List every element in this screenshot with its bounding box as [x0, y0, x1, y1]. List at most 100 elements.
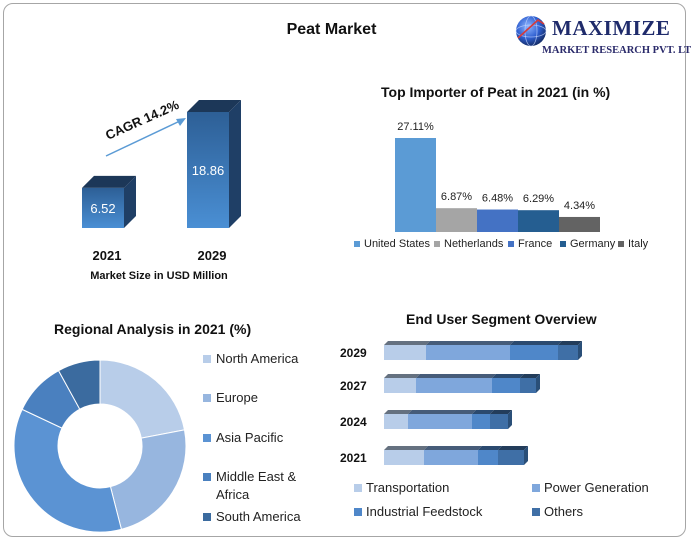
importer-bar	[559, 216, 600, 232]
end-user-bar-side	[536, 374, 540, 393]
legend-swatch	[354, 241, 360, 247]
end-user-legend-item: Transportation	[354, 480, 449, 495]
legend-label: Asia Pacific	[216, 430, 284, 445]
importer-bar	[395, 138, 436, 232]
importer-bar	[477, 209, 518, 232]
legend-label: Netherlands	[444, 238, 504, 250]
cagr-arrow-line	[105, 119, 183, 157]
end-user-bar-segment	[384, 378, 416, 393]
legend-label: Italy	[628, 238, 649, 250]
end-user-bar-top	[408, 410, 476, 414]
end-user-chart-title: End User Segment Overview	[406, 311, 597, 327]
cagr-annotation: CAGR 14.2%	[103, 97, 181, 143]
end-user-bar-top	[424, 446, 482, 450]
legend-swatch	[203, 394, 211, 402]
importer-value-label: 4.34%	[564, 200, 595, 212]
legend-swatch	[203, 473, 211, 481]
end-user-bar-segment	[416, 378, 492, 393]
importer-value-label: 6.48%	[482, 193, 513, 205]
end-user-bar-top	[490, 410, 512, 414]
end-user-bar-top	[558, 341, 582, 345]
importer-bar	[436, 208, 477, 232]
market-bar-side	[124, 175, 136, 228]
market-bar-top	[187, 100, 241, 112]
end-user-bar-segment	[424, 450, 478, 465]
end-user-bar-top	[384, 446, 428, 450]
market-bar-2021	[82, 187, 124, 228]
end-user-chart: 2029 2027 2024 2021	[340, 341, 582, 465]
end-user-bar-side	[578, 341, 582, 360]
regional-slice	[109, 429, 187, 530]
importer-value-label: 27.11%	[397, 121, 434, 133]
end-user-bar-top	[384, 410, 412, 414]
importer-chart: 27.11% 6.87% 6.48% 6.29% 4.34%	[395, 121, 600, 232]
legend-label: Power Generation	[544, 480, 649, 495]
legend-label: Industrial Feedstock	[366, 504, 483, 519]
end-user-bar-side	[524, 446, 528, 465]
legend-label: United States	[364, 238, 431, 250]
end-user-bar-segment	[426, 345, 510, 360]
regional-slice	[57, 359, 101, 410]
legend-swatch	[532, 508, 540, 516]
end-user-legend: Transportation Power Generation Industrial…	[354, 480, 674, 528]
importer-legend-item: Italy	[618, 238, 648, 250]
regional-legend-item: South America	[203, 508, 326, 526]
end-user-bar-top	[384, 341, 430, 345]
regional-legend: North America Europe Asia Pacific Middle Ea…	[203, 350, 332, 535]
market-bar-value-label: 6.52	[90, 201, 115, 216]
importer-value-label: 6.87%	[441, 191, 472, 203]
end-user-bar-side	[508, 410, 512, 429]
legend-swatch	[203, 513, 211, 521]
page-title: Peat Market	[286, 21, 377, 38]
regional-legend-item: Europe	[203, 389, 326, 407]
legend-label: Transportation	[366, 480, 450, 495]
legend-label: Germany	[570, 238, 616, 250]
legend-swatch	[508, 241, 514, 247]
end-user-year-label: 2029	[340, 346, 367, 360]
market-size-chart: 6.52 18.86 CAGR 14.2% 2021 2029	[82, 97, 241, 263]
end-user-legend-item: Others	[532, 504, 583, 519]
legend-swatch	[434, 241, 440, 247]
end-user-bar-segment	[384, 414, 408, 429]
end-user-bar-segment	[490, 414, 508, 429]
legend-swatch	[618, 241, 624, 247]
importer-legend-item: France	[508, 238, 552, 250]
end-user-bar-top	[492, 374, 524, 378]
market-bar-value-label: 18.86	[192, 163, 225, 178]
market-bar-side	[229, 100, 241, 228]
infographic-frame: Peat Market MAXIMIZE MARKET RESEARCH PVT…	[3, 3, 691, 537]
importer-legend: United States Netherlands France Germany Ita…	[354, 238, 684, 254]
market-category-label: 2021	[93, 248, 122, 263]
legend-label: South America	[216, 509, 301, 524]
brand-name: MAXIMIZE	[552, 16, 671, 40]
end-user-bar-top	[416, 374, 496, 378]
importer-legend-item: Netherlands	[434, 238, 503, 250]
market-bar-2029	[187, 112, 229, 228]
importer-chart-title: Top Importer of Peat in 2021 (in %)	[381, 84, 611, 100]
end-user-year-label: 2027	[340, 379, 367, 393]
end-user-bar-top	[384, 374, 420, 378]
market-category-label: 2029	[198, 248, 227, 263]
end-user-legend-item: Power Generation	[532, 480, 649, 495]
end-user-bar-segment	[478, 450, 498, 465]
end-user-bar-segment	[472, 414, 490, 429]
end-user-bar-top	[426, 341, 514, 345]
brand-subtitle: MARKET RESEARCH PVT. LTD.	[542, 45, 691, 56]
regional-legend-item: North America	[203, 350, 326, 368]
end-user-bar-top	[520, 374, 540, 378]
legend-swatch	[560, 241, 566, 247]
globe-icon	[515, 15, 547, 47]
legend-label: Europe	[216, 390, 258, 405]
legend-label: North America	[216, 351, 299, 366]
cagr-arrow-head	[176, 118, 186, 126]
regional-chart-title: Regional Analysis in 2021 (%)	[54, 321, 252, 337]
brand-logo: MAXIMIZE MARKET RESEARCH PVT. LTD.	[512, 12, 691, 60]
legend-label: Middle East & Africa	[216, 469, 297, 502]
legend-label: France	[518, 238, 553, 250]
end-user-bar-segment	[520, 378, 536, 393]
legend-swatch	[532, 484, 540, 492]
market-size-xlabel: Market Size in USD Million	[90, 270, 228, 282]
legend-swatch	[203, 355, 211, 363]
legend-label: Others	[544, 504, 584, 519]
end-user-bar-segment	[510, 345, 558, 360]
